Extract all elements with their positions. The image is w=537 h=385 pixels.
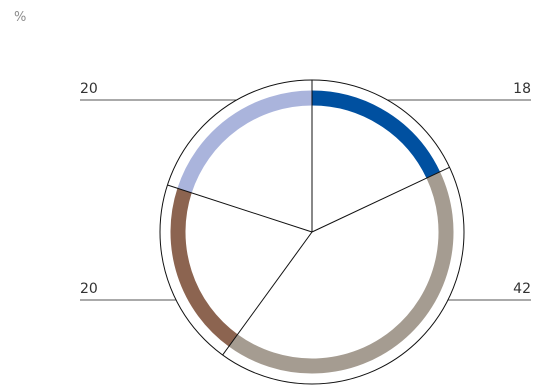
slice-arcs — [170, 90, 454, 374]
value-label-2: 42 — [513, 281, 531, 297]
value-label-1: 18 — [513, 81, 531, 97]
pie-slice-4 — [177, 90, 313, 194]
pie-slice-3 — [170, 188, 238, 347]
pie-slice-2 — [228, 171, 454, 374]
value-label-3: 20 — [80, 281, 98, 297]
value-label-4: 20 — [80, 81, 98, 97]
slice-divider-2 — [311, 166, 450, 233]
slice-divider-lines — [167, 80, 450, 356]
unit-label: % — [14, 10, 27, 25]
slice-divider-4 — [167, 184, 313, 233]
slice-divider-3 — [222, 231, 313, 356]
leader-lines — [80, 99, 531, 301]
value-labels: 18 42 20 20 — [80, 81, 531, 297]
pie-slice-1 — [311, 90, 441, 179]
